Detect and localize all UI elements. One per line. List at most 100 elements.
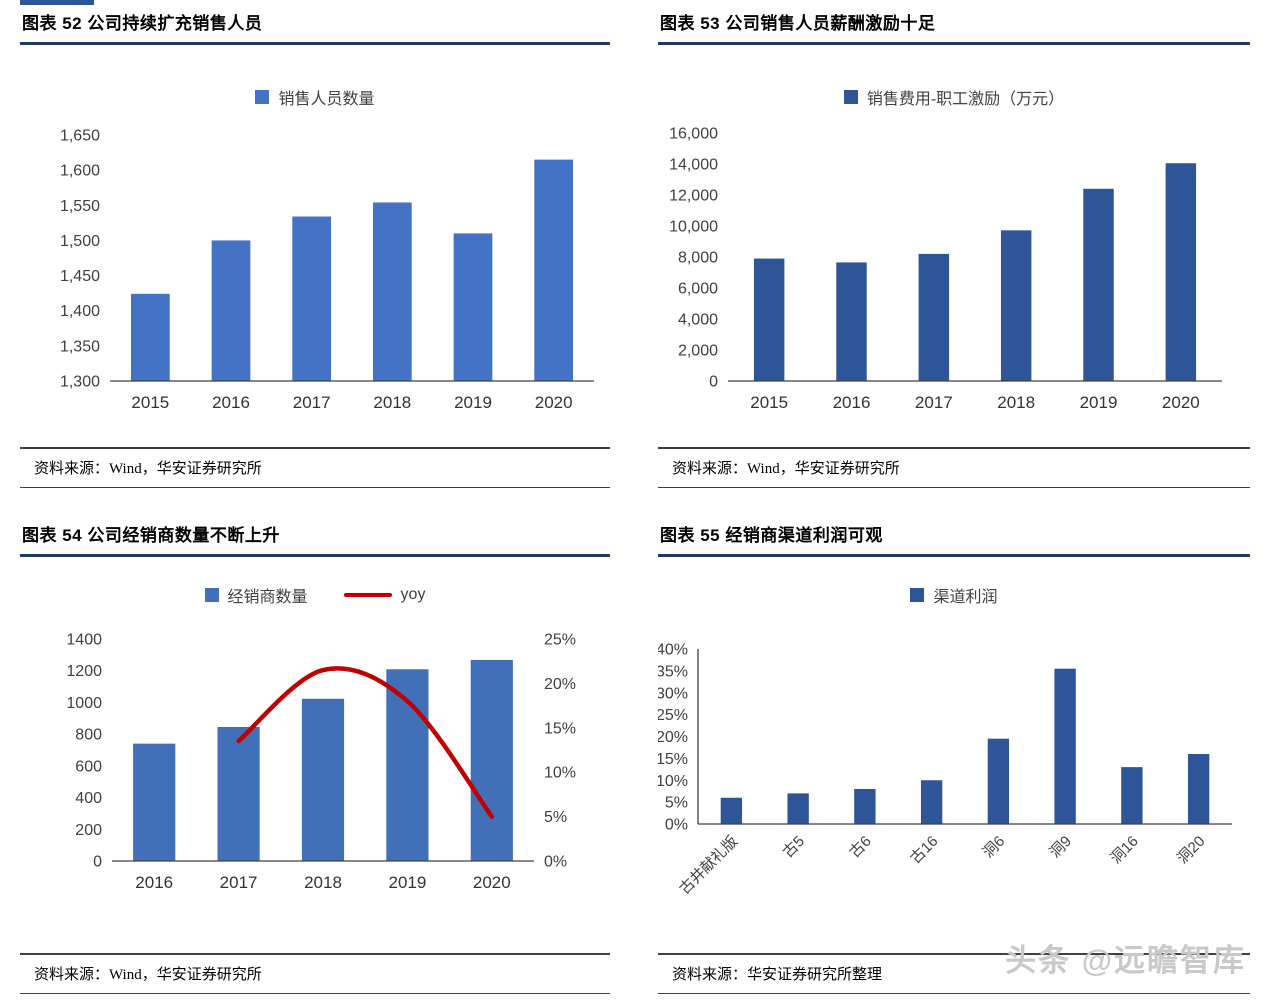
figure-52-source-text: 资料来源：Wind，华安证券研究所 bbox=[34, 461, 262, 477]
channel-profit-bar-chart: 0% 5% 10% 15% 20% 25% 30% 35% 40% 古井献礼版 古5 古6 古16 洞6 洞… bbox=[658, 642, 1232, 898]
svg-text:2019: 2019 bbox=[1080, 393, 1118, 412]
svg-text:25%: 25% bbox=[658, 707, 688, 724]
figure-55-title: 图表 55 经销商渠道利润可观 bbox=[658, 518, 1250, 557]
svg-text:30%: 30% bbox=[658, 685, 688, 702]
legend-item: yoy bbox=[343, 586, 426, 604]
svg-text:2017: 2017 bbox=[220, 873, 258, 892]
figure-53-title: 图表 53 公司销售人员薪酬激励十足 bbox=[658, 6, 1250, 45]
figure-52-panel: 图表 52 公司持续扩充销售人员 销售人员数量 1,300 1,350 1,400 1… bbox=[20, 6, 610, 488]
svg-text:2018: 2018 bbox=[997, 393, 1035, 412]
distributor-count-bar-line-chart: 0 200 400 600 800 1000 1200 1400 2016 2017 2018 201… bbox=[66, 632, 576, 893]
figure-54-source-block: 资料来源：Wind，华安证券研究所 bbox=[20, 953, 610, 994]
svg-text:2018: 2018 bbox=[373, 393, 411, 412]
figure-53-panel: 图表 53 公司销售人员薪酬激励十足 销售费用-职工激励（万元） 0 2,000 4… bbox=[658, 6, 1250, 488]
svg-text:35%: 35% bbox=[658, 663, 688, 680]
svg-text:2017: 2017 bbox=[293, 393, 331, 412]
svg-text:洞16: 洞16 bbox=[1107, 833, 1141, 867]
svg-text:600: 600 bbox=[75, 758, 102, 775]
svg-text:2020: 2020 bbox=[535, 393, 573, 412]
svg-text:0: 0 bbox=[93, 854, 102, 871]
svg-text:25%: 25% bbox=[544, 632, 576, 649]
svg-text:1,400: 1,400 bbox=[60, 303, 100, 320]
svg-text:2,000: 2,000 bbox=[678, 343, 718, 360]
svg-text:0%: 0% bbox=[544, 854, 567, 871]
svg-text:2018: 2018 bbox=[304, 873, 342, 892]
watermark: 头条 @远瞻智库 bbox=[1005, 943, 1246, 978]
figure-53-source-text: 资料来源：Wind，华安证券研究所 bbox=[672, 461, 900, 477]
svg-text:2015: 2015 bbox=[131, 393, 169, 412]
svg-text:古5: 古5 bbox=[779, 833, 808, 862]
svg-text:洞6: 洞6 bbox=[980, 833, 1009, 862]
figure-52-source-block: 资料来源：Wind，华安证券研究所 bbox=[20, 447, 610, 488]
figure-53-legend: 销售费用-职工激励（万元） bbox=[658, 85, 1250, 109]
svg-text:2016: 2016 bbox=[212, 393, 250, 412]
svg-text:0%: 0% bbox=[665, 817, 688, 834]
legend-label: 渠道利润 bbox=[933, 589, 998, 606]
legend-square-swatch bbox=[255, 90, 270, 104]
svg-text:400: 400 bbox=[75, 790, 102, 807]
legend-item: 销售费用-职工激励（万元） bbox=[843, 85, 1065, 109]
svg-text:10%: 10% bbox=[544, 765, 576, 782]
svg-text:洞20: 洞20 bbox=[1174, 833, 1208, 867]
svg-text:16,000: 16,000 bbox=[669, 126, 718, 143]
svg-text:20%: 20% bbox=[658, 729, 688, 746]
legend-line-swatch bbox=[343, 593, 392, 597]
svg-text:15%: 15% bbox=[544, 720, 576, 737]
svg-text:1400: 1400 bbox=[66, 632, 102, 649]
figure-52-title: 图表 52 公司持续扩充销售人员 bbox=[20, 6, 610, 45]
figure-52-legend: 销售人员数量 bbox=[20, 85, 610, 109]
legend-label: 销售费用-职工激励（万元） bbox=[866, 91, 1065, 108]
svg-text:洞9: 洞9 bbox=[1046, 833, 1075, 862]
svg-text:古井献礼版: 古井献礼版 bbox=[676, 833, 741, 898]
svg-text:4,000: 4,000 bbox=[678, 312, 718, 329]
svg-text:1,650: 1,650 bbox=[60, 128, 100, 145]
legend-item: 销售人员数量 bbox=[255, 85, 375, 109]
figure-55-panel: 图表 55 经销商渠道利润可观 渠道利润 0% 5% 10% 15% 20% 25% 30%… bbox=[658, 518, 1250, 994]
svg-text:1,550: 1,550 bbox=[60, 198, 100, 215]
svg-text:2019: 2019 bbox=[388, 873, 426, 892]
svg-text:2017: 2017 bbox=[915, 393, 953, 412]
svg-text:12,000: 12,000 bbox=[669, 188, 718, 205]
sales-incentive-bar-chart: 0 2,000 4,000 6,000 8,000 10,000 12,000 14,000 1… bbox=[669, 126, 1222, 412]
figure-53-source-block: 资料来源：Wind，华安证券研究所 bbox=[658, 447, 1250, 488]
sales-staff-bar-chart: 1,300 1,350 1,400 1,450 1,500 1,550 1,600 1,650… bbox=[60, 128, 594, 412]
figure-54-legend: 经销商数量 yoy bbox=[20, 583, 610, 607]
svg-text:6,000: 6,000 bbox=[678, 281, 718, 298]
legend-label: yoy bbox=[400, 586, 426, 603]
figure-55-legend: 渠道利润 bbox=[658, 583, 1250, 607]
svg-text:2015: 2015 bbox=[750, 393, 788, 412]
svg-text:2016: 2016 bbox=[833, 393, 871, 412]
legend-item: 渠道利润 bbox=[910, 583, 998, 607]
svg-text:5%: 5% bbox=[665, 795, 688, 812]
svg-text:1,300: 1,300 bbox=[60, 374, 100, 391]
svg-text:2016: 2016 bbox=[135, 873, 173, 892]
svg-text:古6: 古6 bbox=[846, 833, 875, 862]
svg-text:1,600: 1,600 bbox=[60, 163, 100, 180]
svg-text:40%: 40% bbox=[658, 642, 688, 659]
svg-text:10%: 10% bbox=[658, 773, 688, 790]
svg-text:5%: 5% bbox=[544, 809, 567, 826]
svg-text:0: 0 bbox=[709, 374, 718, 391]
legend-label: 经销商数量 bbox=[227, 589, 308, 606]
svg-text:1,500: 1,500 bbox=[60, 233, 100, 250]
legend-label: 销售人员数量 bbox=[278, 91, 375, 108]
figure-54-source-text: 资料来源：Wind，华安证券研究所 bbox=[34, 967, 262, 983]
figure-55-source-text: 资料来源：华安证券研究所整理 bbox=[672, 967, 883, 983]
svg-text:200: 200 bbox=[75, 822, 102, 839]
cropped-chart-remnant bbox=[20, 0, 94, 5]
svg-text:8,000: 8,000 bbox=[678, 250, 718, 267]
svg-text:2020: 2020 bbox=[473, 873, 511, 892]
legend-item: 经销商数量 bbox=[204, 583, 308, 607]
legend-square-swatch bbox=[843, 90, 858, 104]
legend-square-swatch bbox=[204, 588, 219, 602]
svg-text:1000: 1000 bbox=[66, 695, 102, 712]
figure-55-source-block: 资料来源：华安证券研究所整理 bbox=[658, 953, 1250, 994]
svg-text:15%: 15% bbox=[658, 751, 688, 768]
legend-square-swatch bbox=[910, 588, 925, 602]
svg-text:1,350: 1,350 bbox=[60, 338, 100, 355]
svg-text:2019: 2019 bbox=[454, 393, 492, 412]
svg-text:古16: 古16 bbox=[907, 833, 941, 867]
figure-54-title: 图表 54 公司经销商数量不断上升 bbox=[20, 518, 610, 557]
svg-text:10,000: 10,000 bbox=[669, 219, 718, 236]
svg-text:1200: 1200 bbox=[66, 663, 102, 680]
